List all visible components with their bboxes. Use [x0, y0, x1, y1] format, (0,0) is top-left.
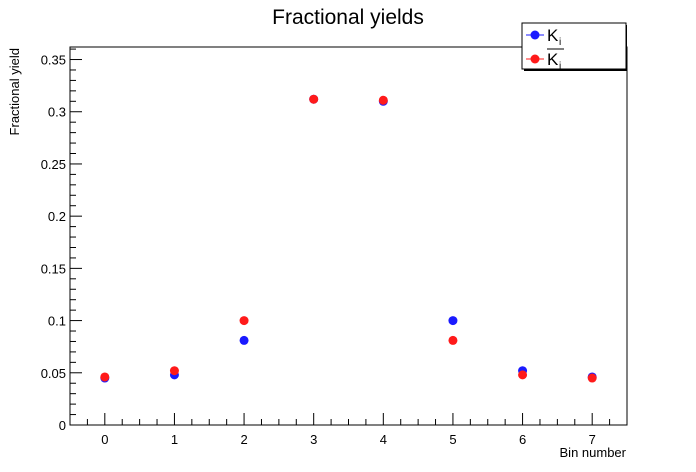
kbar-series-point [309, 95, 318, 104]
x-tick-label: 1 [171, 432, 178, 447]
x-tick-label: 2 [240, 432, 247, 447]
y-tick-label: 0.05 [41, 366, 66, 381]
y-tick-label: 0.1 [48, 314, 66, 329]
y-tick-label: 0 [59, 418, 66, 433]
legend-subscript: i [559, 61, 561, 72]
x-tick-label: 3 [310, 432, 317, 447]
kbar-series-point [240, 316, 249, 325]
y-tick-label: 0.35 [41, 53, 66, 68]
legend-label: K [547, 26, 559, 45]
kbar-series-point [518, 370, 527, 379]
k-series-point [240, 336, 249, 345]
x-tick-label: 0 [101, 432, 108, 447]
x-tick-label: 6 [519, 432, 526, 447]
legend-marker [531, 55, 540, 64]
kbar-series-point [588, 374, 597, 383]
x-axis-label: Bin number [560, 445, 627, 460]
y-tick-label: 0.3 [48, 105, 66, 120]
kbar-series-point [100, 372, 109, 381]
legend-marker [531, 31, 540, 40]
x-tick-label: 5 [449, 432, 456, 447]
kbar-series-point [379, 96, 388, 105]
y-tick-label: 0.2 [48, 209, 66, 224]
y-tick-label: 0.15 [41, 261, 66, 276]
legend-label: K [547, 50, 559, 69]
kbar-series-point [170, 366, 179, 375]
kbar-series-point [448, 336, 457, 345]
legend-subscript: i [559, 37, 561, 48]
x-tick-label: 4 [380, 432, 387, 447]
chart-title: Fractional yields [272, 6, 424, 29]
k-series-point [448, 316, 457, 325]
y-tick-label: 0.25 [41, 157, 66, 172]
y-axis-label: Fractional yield [7, 48, 22, 135]
